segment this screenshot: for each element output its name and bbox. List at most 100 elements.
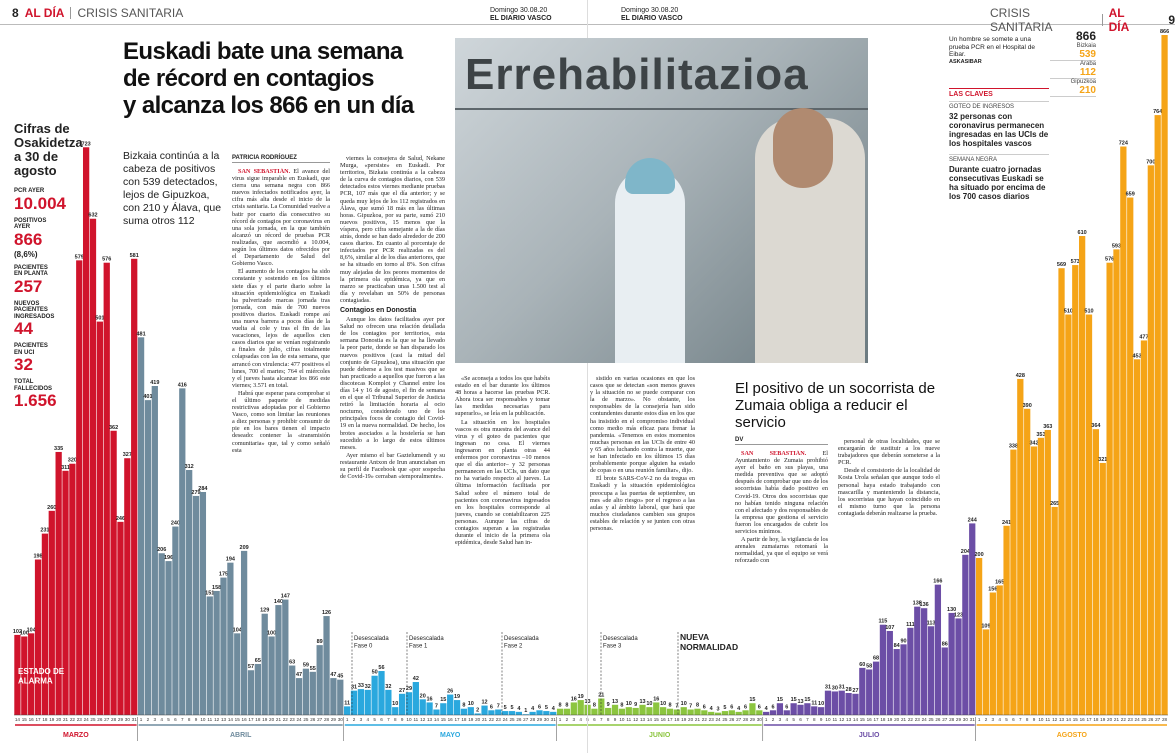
value-label: 200 [975, 552, 984, 558]
day-label: 16 [661, 717, 667, 722]
day-label: 7 [806, 717, 809, 722]
value-label: 7 [435, 704, 438, 710]
day-label: 14 [434, 717, 440, 722]
annotation: Fase 3 [603, 644, 622, 650]
value-label: 16 [571, 696, 577, 702]
day-label: 27 [1155, 717, 1161, 722]
bar [199, 491, 207, 715]
value-label: 312 [185, 464, 194, 470]
bar [1010, 449, 1017, 715]
bar [975, 557, 983, 715]
day-label: 27 [736, 717, 742, 722]
value-label: 13 [639, 699, 645, 705]
bar [323, 616, 330, 715]
value-label: 9 [634, 702, 637, 708]
value-label: 32 [385, 684, 391, 690]
bar [515, 711, 523, 715]
day-label: 1 [559, 717, 562, 722]
day-label: 27 [104, 717, 110, 722]
day-label: 25 [90, 717, 96, 722]
value-label: 10 [468, 701, 474, 707]
bar [989, 592, 996, 715]
day-label: 16 [29, 717, 35, 722]
bar [103, 262, 110, 715]
bar [680, 707, 687, 715]
value-label: 10 [646, 701, 652, 707]
bar [55, 451, 62, 715]
bar [577, 700, 584, 715]
day-label: 24 [297, 717, 303, 722]
day-label: 2 [772, 717, 775, 722]
value-label: 510 [1084, 309, 1093, 315]
value-label: 29 [406, 686, 412, 692]
bar [1147, 165, 1154, 715]
value-label: 89 [317, 639, 323, 645]
annotation: Desescalada [603, 636, 638, 642]
day-label: 26 [729, 717, 735, 722]
bar [151, 385, 158, 715]
day-label: 27 [317, 717, 323, 722]
bar [1154, 115, 1161, 715]
day-label: 24 [84, 717, 90, 722]
bar [570, 702, 577, 715]
month-label: JULIO [859, 732, 880, 739]
value-label: 481 [136, 331, 145, 337]
bar [653, 702, 660, 715]
day-label: 8 [607, 717, 610, 722]
value-label: 26 [447, 689, 453, 695]
value-label: 104 [233, 627, 243, 633]
value-label: 510 [1064, 309, 1073, 315]
annotation: NUEVA [680, 632, 709, 642]
value-label: 47 [330, 672, 336, 678]
value-label: 401 [143, 394, 152, 400]
bar [282, 599, 289, 715]
bar [1120, 146, 1127, 715]
day-label: 6 [593, 717, 596, 722]
month-label: AGOSTO [1057, 732, 1088, 739]
day-label: 16 [242, 717, 248, 722]
value-label: 279 [191, 490, 200, 496]
bar [804, 703, 811, 715]
value-label: 593 [1112, 243, 1121, 249]
value-label: 390 [1023, 403, 1032, 409]
value-label: 320 [68, 458, 77, 464]
day-label: 11 [413, 717, 418, 722]
day-label: 6 [174, 717, 177, 722]
day-label: 18 [42, 717, 48, 722]
value-label: 764 [1153, 109, 1163, 115]
value-label: 428 [1016, 373, 1025, 379]
bar [632, 707, 639, 715]
bar [1030, 446, 1038, 715]
day-label: 9 [195, 717, 198, 722]
day-label: 16 [1080, 717, 1086, 722]
bar [769, 710, 777, 715]
day-label: 8 [1026, 717, 1029, 722]
day-label: 6 [1012, 717, 1015, 722]
day-label: 12 [633, 717, 639, 722]
day-label: 3 [573, 717, 576, 722]
value-label: 6 [758, 704, 761, 710]
day-label: 1 [346, 717, 349, 722]
bar [447, 694, 454, 715]
day-label: 20 [269, 717, 275, 722]
day-label: 3 [992, 717, 995, 722]
value-label: 5 [510, 705, 513, 711]
value-label: 244 [968, 517, 978, 523]
value-label: 65 [255, 658, 261, 664]
bar [797, 704, 804, 715]
bar [934, 584, 942, 715]
day-label: 30 [338, 717, 344, 722]
value-label: 58 [866, 663, 872, 669]
bar [1037, 437, 1045, 715]
day-label: 28 [324, 717, 330, 722]
value-label: 4 [531, 706, 535, 712]
value-label: 204 [961, 549, 971, 555]
value-label: 311 [61, 465, 70, 471]
day-label: 27 [523, 717, 529, 722]
day-label: 7 [600, 717, 603, 722]
bar [213, 590, 220, 715]
bar [605, 707, 612, 715]
bar [206, 596, 213, 715]
value-label: 198 [33, 554, 42, 560]
